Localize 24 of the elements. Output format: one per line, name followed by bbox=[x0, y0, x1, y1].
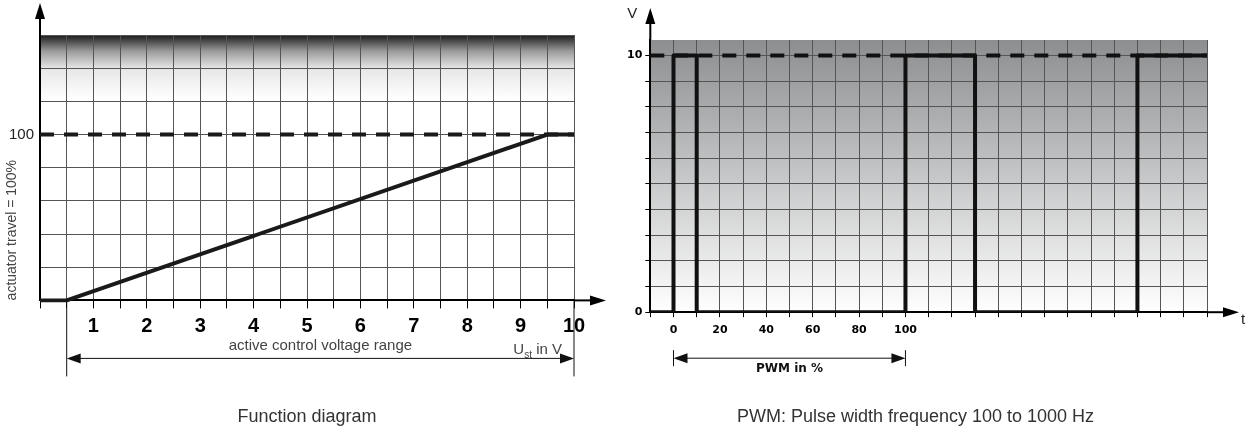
text: PWM in % bbox=[755, 361, 823, 376]
x-axis-title: t bbox=[1241, 310, 1246, 328]
ref-line-label: 100 bbox=[8, 124, 34, 142]
x-tick-label: 6 bbox=[354, 313, 366, 336]
x-tick-label: 80 bbox=[851, 322, 868, 336]
x-tick-label: 10 bbox=[562, 313, 586, 336]
x-tick-label: 1 bbox=[87, 313, 99, 336]
x-tick-label: 0 bbox=[669, 322, 678, 336]
x-tick-label: 3 bbox=[194, 313, 206, 336]
x-tick-label: 100 bbox=[893, 322, 918, 336]
x-tick-label: 8 bbox=[461, 313, 473, 336]
text: Function diagram bbox=[237, 406, 377, 427]
x-tick-label: 20 bbox=[712, 322, 728, 336]
y-axis-title: actuator travel = 100% bbox=[3, 159, 19, 301]
x-tick-label: 5 bbox=[301, 313, 313, 336]
y-axis-title: V bbox=[627, 4, 638, 21]
x-tick-label: 2 bbox=[141, 313, 153, 336]
x-tick-label: 60 bbox=[805, 322, 821, 336]
text: PWM: Pulse width frequency 100 to 1000 Hz bbox=[736, 406, 1095, 427]
x-tick-label: 40 bbox=[758, 322, 775, 336]
x-tick-label: 4 bbox=[248, 313, 261, 336]
x-tick-label: 7 bbox=[408, 313, 420, 336]
text: active control voltage range bbox=[228, 336, 413, 354]
x-tick-label: 9 bbox=[515, 313, 527, 336]
